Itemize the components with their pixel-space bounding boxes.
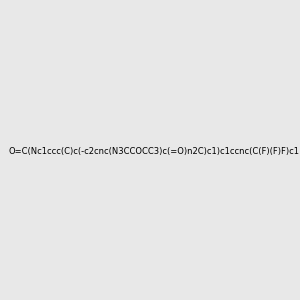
Text: O=C(Nc1ccc(C)c(-c2cnc(N3CCOCC3)c(=O)n2C)c1)c1ccnc(C(F)(F)F)c1: O=C(Nc1ccc(C)c(-c2cnc(N3CCOCC3)c(=O)n2C)… (8, 147, 299, 156)
